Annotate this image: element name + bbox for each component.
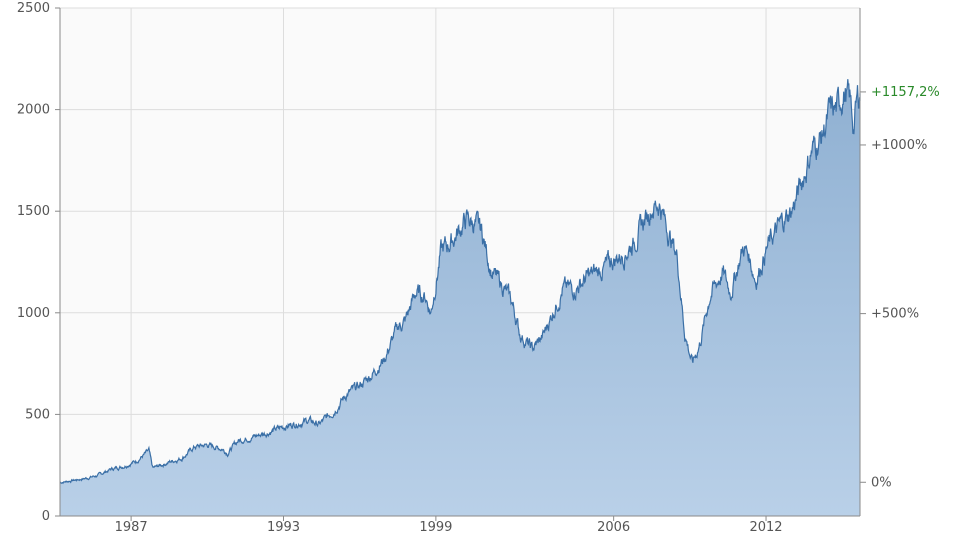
y-axis-ticks: 0 500 1000 1500 2000 2500 <box>17 1 60 524</box>
right-axis-ticks: 0% +500% +1000% <box>860 138 927 490</box>
current-change-label: +1157,2% <box>871 85 940 100</box>
x-tick-label: 2006 <box>597 520 630 535</box>
y-tick-label: 1000 <box>17 306 50 321</box>
series-area <box>60 79 860 516</box>
x-tick-label: 1999 <box>419 520 452 535</box>
right-tick-label: +1000% <box>871 138 927 153</box>
y-tick-label: 0 <box>42 509 50 524</box>
x-tick-label: 1993 <box>267 520 300 535</box>
axes <box>59 8 861 517</box>
y-tick-label: 2500 <box>17 1 50 16</box>
x-axis-ticks: 1987 1993 1999 2006 2012 <box>115 516 783 535</box>
series-line <box>59 79 861 485</box>
right-tick-label: +500% <box>871 307 919 322</box>
y-tick-label: 500 <box>25 407 50 422</box>
x-tick-label: 1987 <box>115 520 148 535</box>
x-tick-label: 2012 <box>749 520 782 535</box>
y-tick-label: 1500 <box>17 204 50 219</box>
current-value-marker: +1157,2% <box>860 85 940 100</box>
y-tick-label: 2000 <box>17 103 50 118</box>
right-tick-label: 0% <box>871 475 892 490</box>
